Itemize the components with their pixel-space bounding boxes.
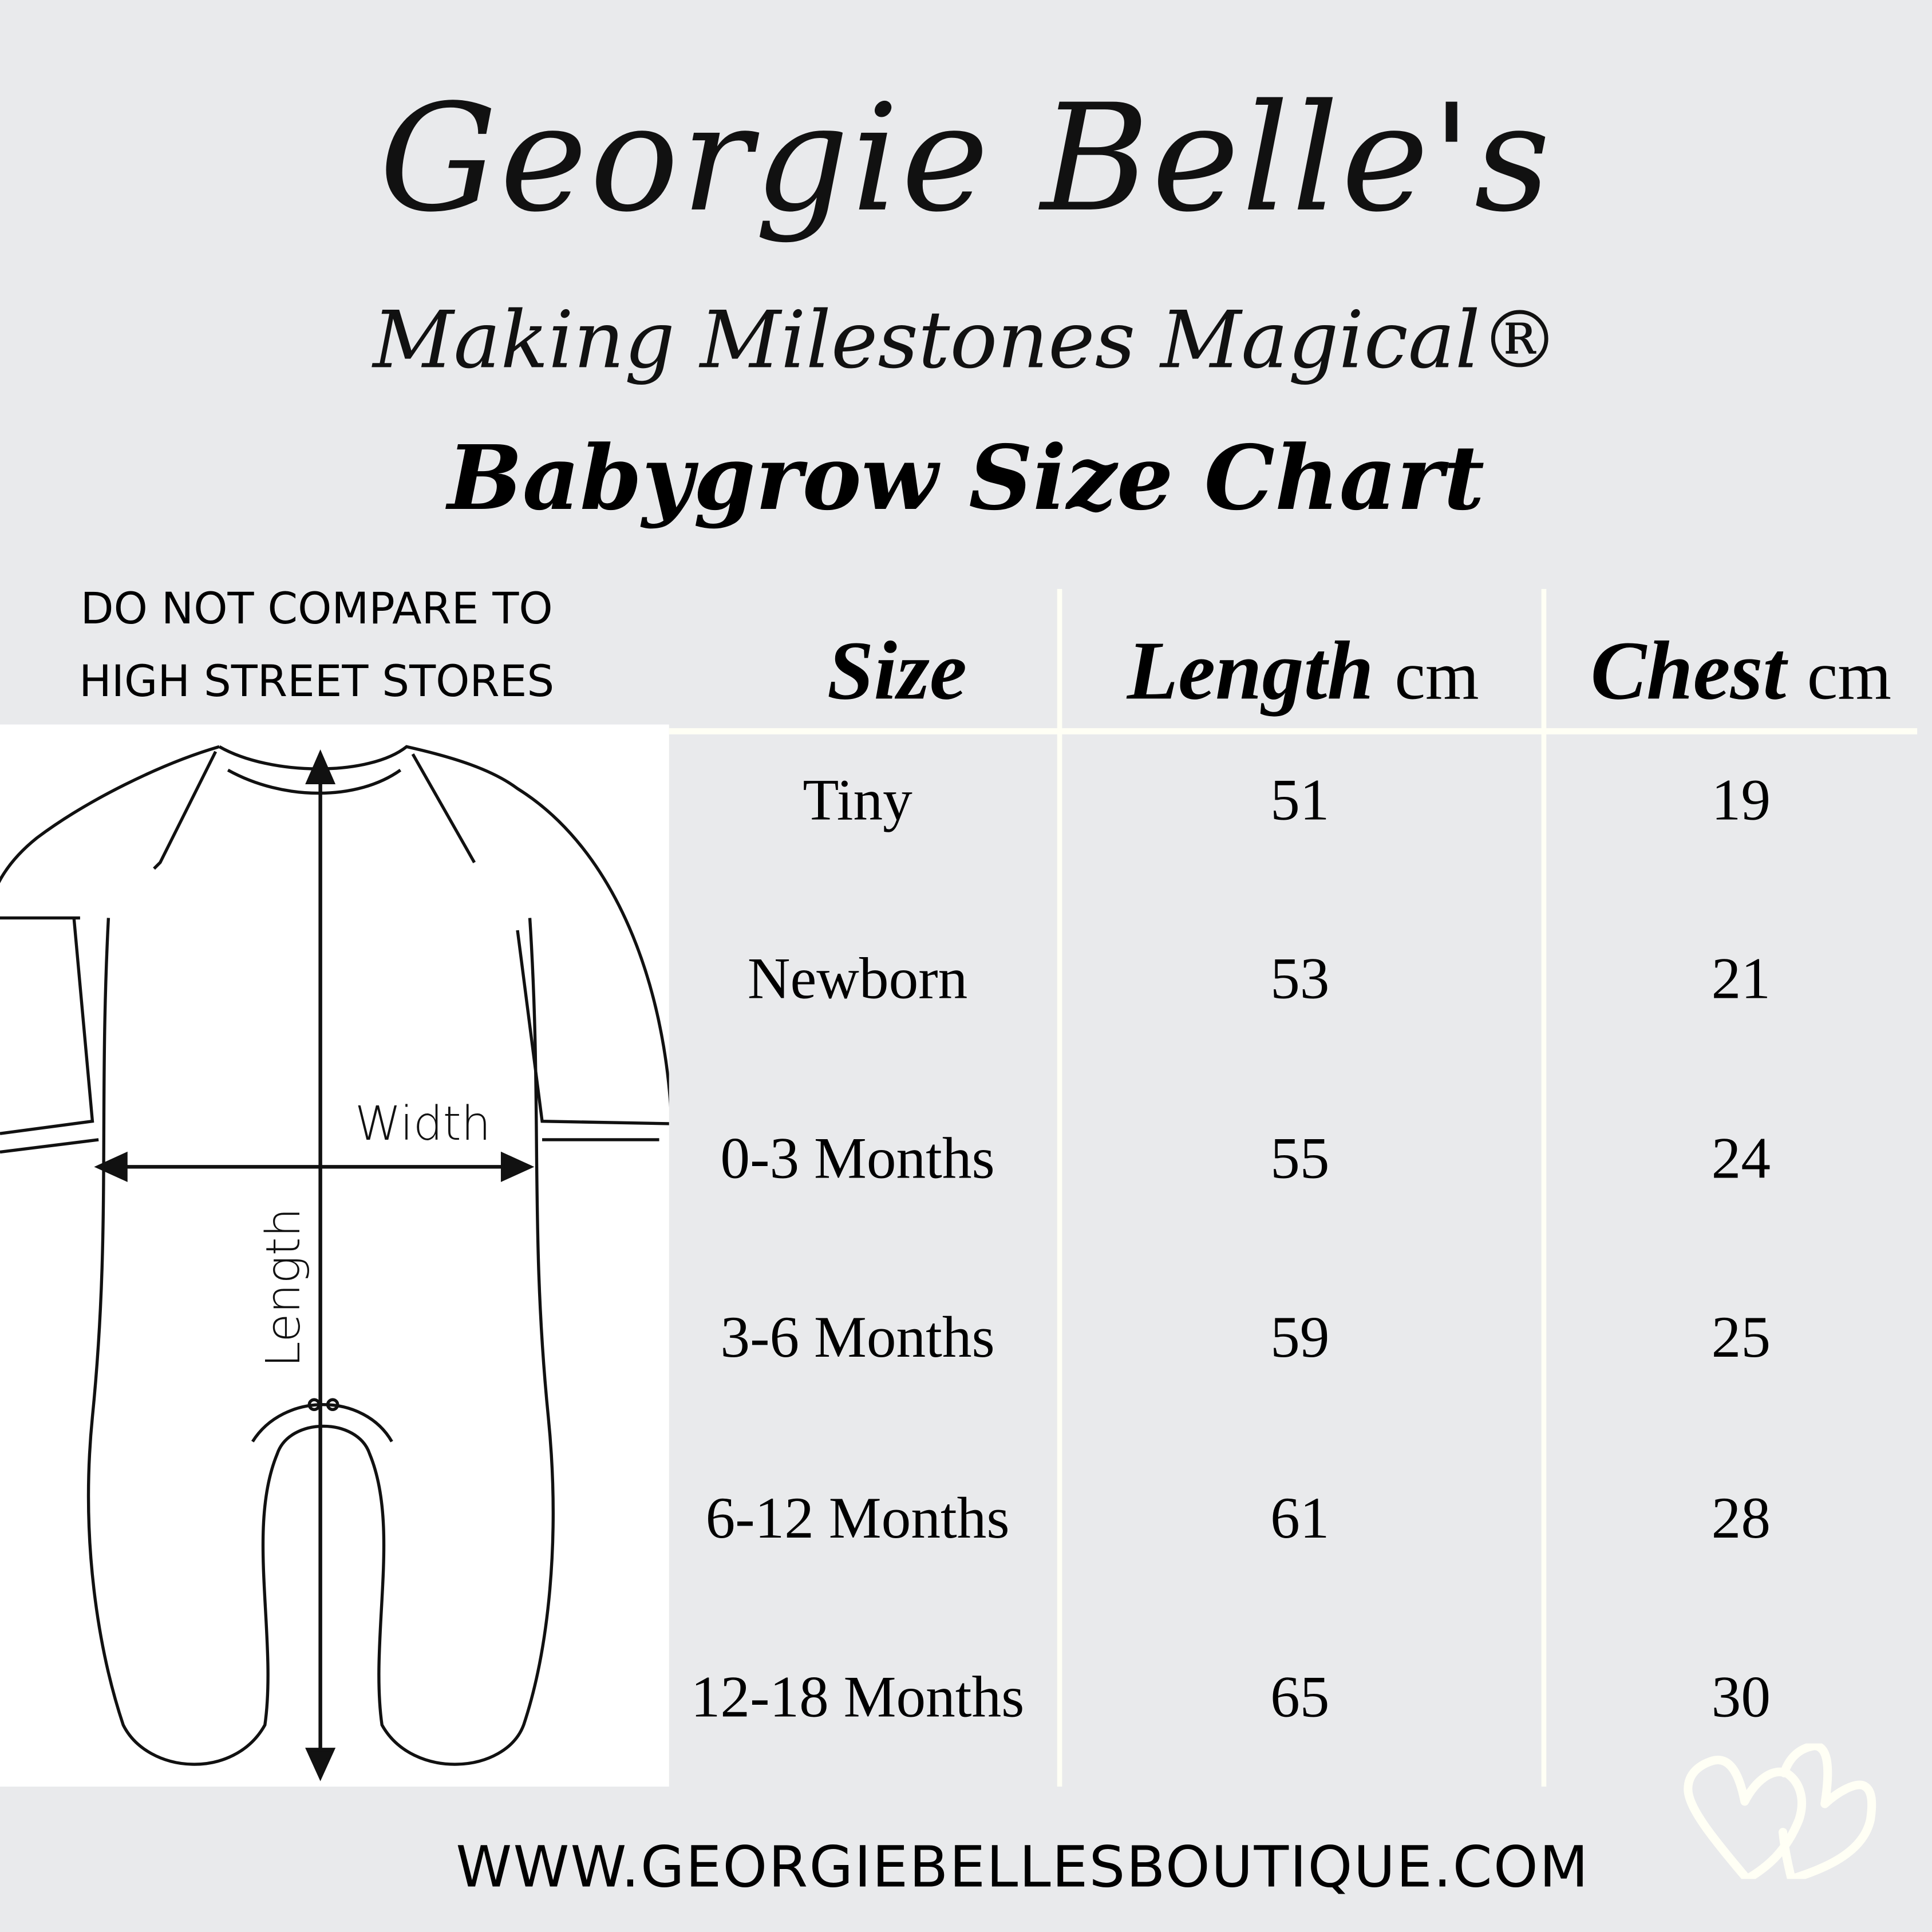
header-chest-label: Chest — [1590, 623, 1787, 717]
header-length-label: Length — [1127, 623, 1374, 717]
header-size: Size — [774, 622, 1020, 720]
length-label: Length — [256, 1207, 311, 1368]
cell-chest: 19 — [1711, 767, 1771, 833]
cell-size: Newborn — [747, 946, 968, 1012]
column-divider — [1541, 588, 1547, 1787]
cell-length: 53 — [1270, 946, 1330, 1012]
header-divider — [669, 728, 1918, 734]
header-chest: Chest cm — [1550, 622, 1932, 720]
cell-length: 59 — [1270, 1305, 1330, 1370]
cell-chest: 21 — [1711, 946, 1771, 1012]
brand-tagline: Making Milestones Magical® — [373, 295, 1559, 387]
babygrow-outline-icon — [0, 745, 673, 1781]
column-divider — [1057, 588, 1062, 1787]
double-heart-icon — [1684, 1743, 1876, 1879]
header-chest-unit: cm — [1807, 638, 1892, 715]
cell-length: 61 — [1270, 1485, 1330, 1551]
babygrow-diagram: Width Length — [0, 724, 673, 1787]
cell-length: 51 — [1270, 767, 1330, 833]
header-size-label: Size — [827, 623, 967, 717]
cell-size: 0-3 Months — [720, 1126, 995, 1192]
note-line-2: HIGH STREET STORES — [79, 658, 555, 708]
cell-chest: 28 — [1711, 1485, 1771, 1551]
website-link[interactable]: WWW.GEORGIEBELLESBOUTIQUE.COM — [456, 1833, 1590, 1901]
header-length-unit: cm — [1394, 638, 1479, 715]
cell-size: Tiny — [803, 767, 912, 833]
cell-chest: 25 — [1711, 1305, 1771, 1370]
cell-size: 6-12 Months — [705, 1485, 1010, 1551]
cell-size: 3-6 Months — [720, 1305, 995, 1370]
cell-size: 12-18 Months — [690, 1664, 1025, 1730]
note-line-1: DO NOT COMPARE TO — [80, 585, 553, 635]
brand-logo: Georgie Belle's — [379, 74, 1553, 246]
cell-chest: 24 — [1711, 1126, 1771, 1192]
width-label: Width — [354, 1096, 491, 1151]
cell-chest: 30 — [1711, 1664, 1771, 1730]
cell-length: 65 — [1270, 1664, 1330, 1730]
cell-length: 55 — [1270, 1126, 1330, 1192]
header-length: Length cm — [1066, 622, 1540, 720]
page-title: Babygrow Size Chart — [447, 425, 1485, 530]
